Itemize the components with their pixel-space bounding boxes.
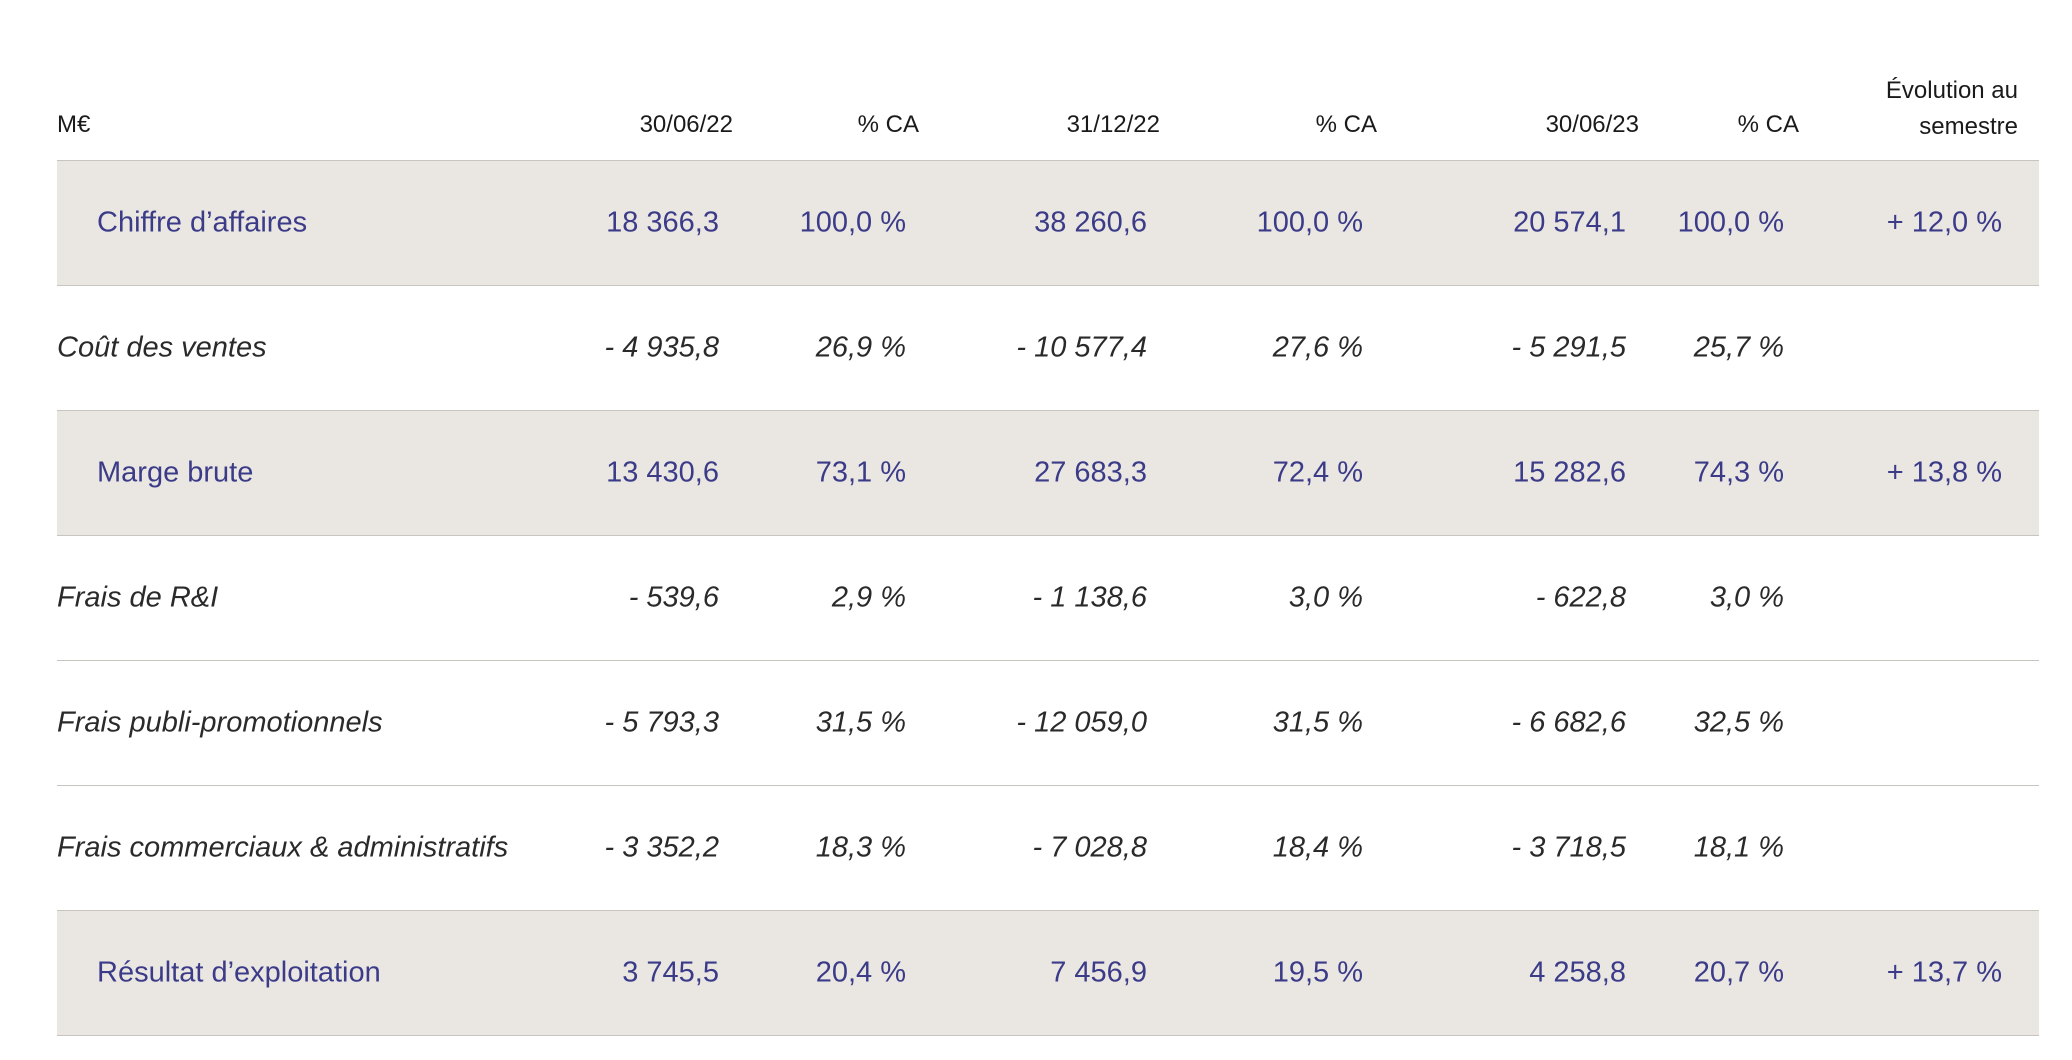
row-evolution-cell: + 13,7 %: [1886, 956, 2002, 989]
row-value-cell: 2,9 %: [831, 581, 906, 614]
table-row: Résultat d’exploitation 3 745,5 20,4 % 7 45…: [57, 911, 2039, 1036]
row-value-cell: 38 260,6: [1034, 206, 1147, 239]
row-value-cell: 26,9 %: [815, 331, 906, 364]
table-row: Chiffre d’affaires 18 366,3 100,0 % 38 260,…: [57, 161, 2039, 286]
row-value-cell: 100,0 %: [799, 206, 906, 239]
row-value-cell: 7 456,9: [1050, 956, 1147, 989]
row-label: Frais publi-promotionnels: [57, 706, 383, 739]
row-value-cell: 18 366,3: [606, 206, 719, 239]
row-label: Résultat d’exploitation: [97, 956, 381, 989]
row-value-cell: 18,3 %: [815, 831, 906, 864]
row-value-cell: 100,0 %: [1256, 206, 1363, 239]
row-value-cell: 31,5 %: [1272, 706, 1363, 739]
header-evolution-line2: semestre: [1919, 113, 2018, 140]
table-row: Marge brute 13 430,6 73,1 % 27 683,3 72,4 % 1…: [57, 411, 2039, 536]
row-label: Chiffre d’affaires: [97, 206, 308, 239]
row-label: Frais de R&I: [57, 581, 219, 614]
row-value-cell: - 3 352,2: [604, 831, 719, 864]
row-value-cell: - 622,8: [1535, 581, 1626, 614]
table-row: Frais commerciaux & administratifs - 3 35…: [57, 786, 2039, 911]
row-value-cell: - 6 682,6: [1511, 706, 1626, 739]
row-value-cell: - 12 059,0: [1016, 706, 1147, 739]
row-value-cell: 32,5 %: [1693, 706, 1784, 739]
row-value-cell: - 5 291,5: [1511, 331, 1626, 364]
row-evolution-cell: + 13,8 %: [1886, 456, 2002, 489]
header-unit-label: M€: [57, 111, 91, 138]
row-label: Frais commerciaux & administratifs: [57, 831, 509, 864]
row-value-cell: 3,0 %: [1709, 581, 1784, 614]
header-col-pct-2: % CA: [1315, 111, 1377, 138]
row-value-cell: 18,1 %: [1693, 831, 1784, 864]
row-value-cell: 74,3 %: [1693, 456, 1784, 489]
table-row: Coût des ventes - 4 935,8 26,9 % - 10 577,4…: [57, 286, 2039, 411]
row-value-cell: 4 258,8: [1529, 956, 1626, 989]
table-row: Frais de R&I - 539,6 2,9 % - 1 138,6 3,0 % - …: [57, 536, 2039, 661]
row-value-cell: - 7 028,8: [1032, 831, 1147, 864]
header-col-pct-1: % CA: [857, 111, 919, 138]
row-value-cell: 72,4 %: [1272, 456, 1363, 489]
row-value-cell: 27,6 %: [1272, 331, 1363, 364]
row-value-cell: - 5 793,3: [604, 706, 719, 739]
row-value-cell: 13 430,6: [606, 456, 719, 489]
table-body: Chiffre d’affaires 18 366,3 100,0 % 38 260,…: [57, 161, 2039, 1036]
table-header: M€ 30/06/22 % CA 31/12/22 % CA 30/06/23 …: [57, 0, 2039, 161]
row-value-cell: 25,7 %: [1693, 331, 1784, 364]
row-value-cell: 3 745,5: [622, 956, 719, 989]
row-value-cell: - 3 718,5: [1511, 831, 1626, 864]
header-col-evolution: Évolution au semestre: [1886, 73, 2018, 145]
row-value-cell: 20,4 %: [815, 956, 906, 989]
header-col-31-12-22: 31/12/22: [1066, 111, 1160, 138]
row-value-cell: 27 683,3: [1034, 456, 1147, 489]
row-value-cell: 3,0 %: [1288, 581, 1363, 614]
row-value-cell: - 1 138,6: [1032, 581, 1147, 614]
header-evolution-line1: Évolution au: [1885, 77, 2018, 104]
row-value-cell: 18,4 %: [1272, 831, 1363, 864]
header-col-30-06-23: 30/06/23: [1545, 111, 1639, 138]
row-label: Marge brute: [97, 456, 254, 489]
header-col-30-06-22: 30/06/22: [639, 111, 733, 138]
row-value-cell: 73,1 %: [815, 456, 906, 489]
row-value-cell: 20 574,1: [1513, 206, 1626, 239]
row-value-cell: - 539,6: [628, 581, 719, 614]
row-value-cell: 15 282,6: [1513, 456, 1626, 489]
header-col-pct-3: % CA: [1737, 111, 1799, 138]
table-row: Frais publi-promotionnels - 5 793,3 31,5 %…: [57, 661, 2039, 786]
row-label: Coût des ventes: [57, 331, 267, 364]
income-statement-table: M€ 30/06/22 % CA 31/12/22 % CA 30/06/23 …: [57, 0, 2039, 1036]
row-value-cell: - 10 577,4: [1016, 331, 1147, 364]
row-value-cell: 20,7 %: [1693, 956, 1784, 989]
row-value-cell: 19,5 %: [1272, 956, 1363, 989]
row-evolution-cell: + 12,0 %: [1886, 206, 2002, 239]
row-value-cell: - 4 935,8: [604, 331, 719, 364]
row-value-cell: 100,0 %: [1677, 206, 1784, 239]
row-value-cell: 31,5 %: [815, 706, 906, 739]
